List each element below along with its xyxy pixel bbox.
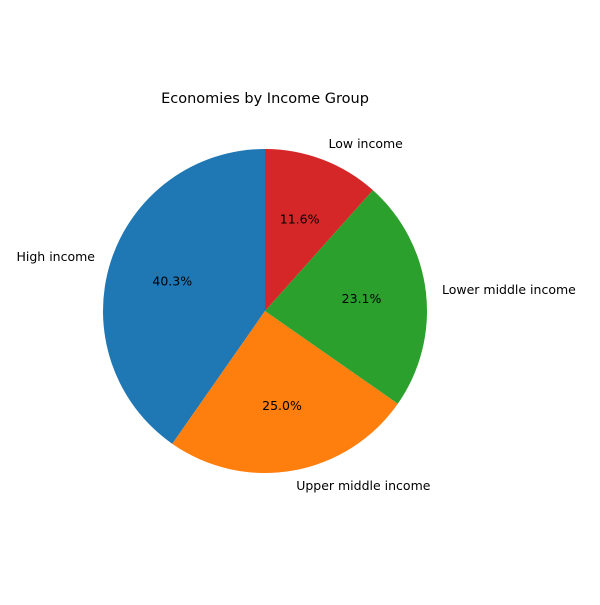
- chart-title: Economies by Income Group: [161, 91, 369, 107]
- pie-slice-upper-middle-income: [172, 311, 398, 473]
- slice-percent-upper-middle-income: 25.0%: [262, 398, 302, 413]
- slice-label-low-income: Low income: [329, 136, 404, 151]
- pie-labels: High income 40.3% Upper middle income 25.0%…: [17, 136, 577, 493]
- slice-percent-lower-middle-income: 23.1%: [342, 291, 382, 306]
- slice-label-high-income: High income: [17, 249, 96, 264]
- slice-percent-high-income: 40.3%: [152, 273, 192, 288]
- pie-slice-low-income: [265, 149, 373, 311]
- pie-slices: [102, 149, 427, 473]
- slice-percent-low-income: 11.6%: [280, 212, 320, 227]
- slice-label-lower-middle-income: Lower middle income: [442, 282, 576, 297]
- slice-label-upper-middle-income: Upper middle income: [296, 478, 431, 493]
- pie-slice-lower-middle-income: [265, 190, 427, 404]
- pie-slice-high-income: [102, 149, 265, 444]
